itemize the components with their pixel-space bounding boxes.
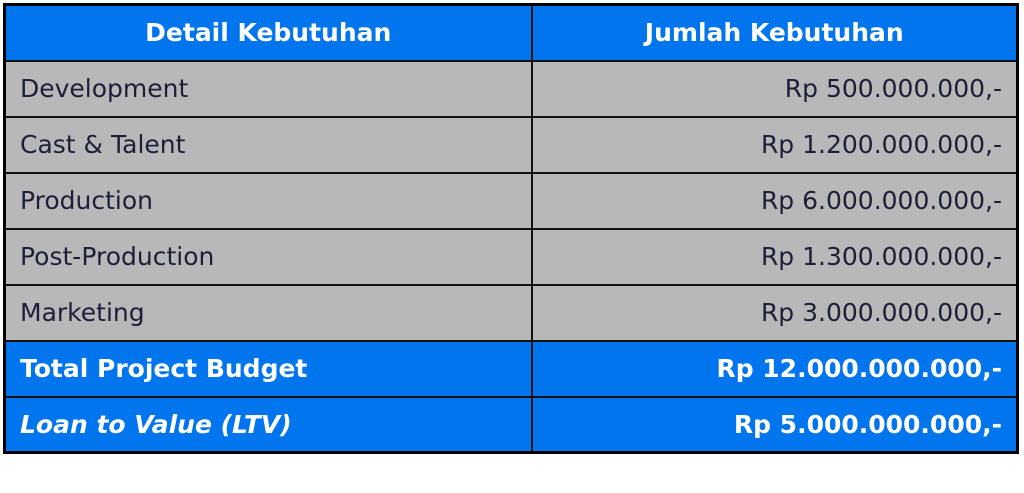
table-row: Development Rp 500.000.000,-	[3, 59, 1019, 118]
amount-cell: Rp 500.000.000,-	[530, 59, 1019, 118]
header-detail: Detail Kebutuhan	[3, 3, 533, 62]
total-row: Total Project Budget Rp 12.000.000.000,-	[3, 339, 1019, 398]
ltv-amount: Rp 5.000.000.000,-	[530, 395, 1019, 454]
ltv-row: Loan to Value (LTV) Rp 5.000.000.000,-	[3, 395, 1019, 454]
item-cell: Cast & Talent	[3, 115, 533, 174]
table-row: Post-Production Rp 1.300.000.000,-	[3, 227, 1019, 286]
amount-cell: Rp 1.300.000.000,-	[530, 227, 1019, 286]
table-row: Production Rp 6.000.000.000,-	[3, 171, 1019, 230]
header-amount: Jumlah Kebutuhan	[530, 3, 1019, 62]
amount-cell: Rp 6.000.000.000,-	[530, 171, 1019, 230]
budget-table: Detail Kebutuhan Jumlah Kebutuhan Develo…	[3, 3, 1019, 454]
item-cell: Post-Production	[3, 227, 533, 286]
item-cell: Production	[3, 171, 533, 230]
amount-cell: Rp 3.000.000.000,-	[530, 283, 1019, 342]
total-amount: Rp 12.000.000.000,-	[530, 339, 1019, 398]
item-cell: Development	[3, 59, 533, 118]
ltv-label: Loan to Value (LTV)	[3, 395, 533, 454]
table-row: Cast & Talent Rp 1.200.000.000,-	[3, 115, 1019, 174]
amount-cell: Rp 1.200.000.000,-	[530, 115, 1019, 174]
table-row: Marketing Rp 3.000.000.000,-	[3, 283, 1019, 342]
total-label: Total Project Budget	[3, 339, 533, 398]
item-cell: Marketing	[3, 283, 533, 342]
header-row: Detail Kebutuhan Jumlah Kebutuhan	[3, 3, 1019, 62]
